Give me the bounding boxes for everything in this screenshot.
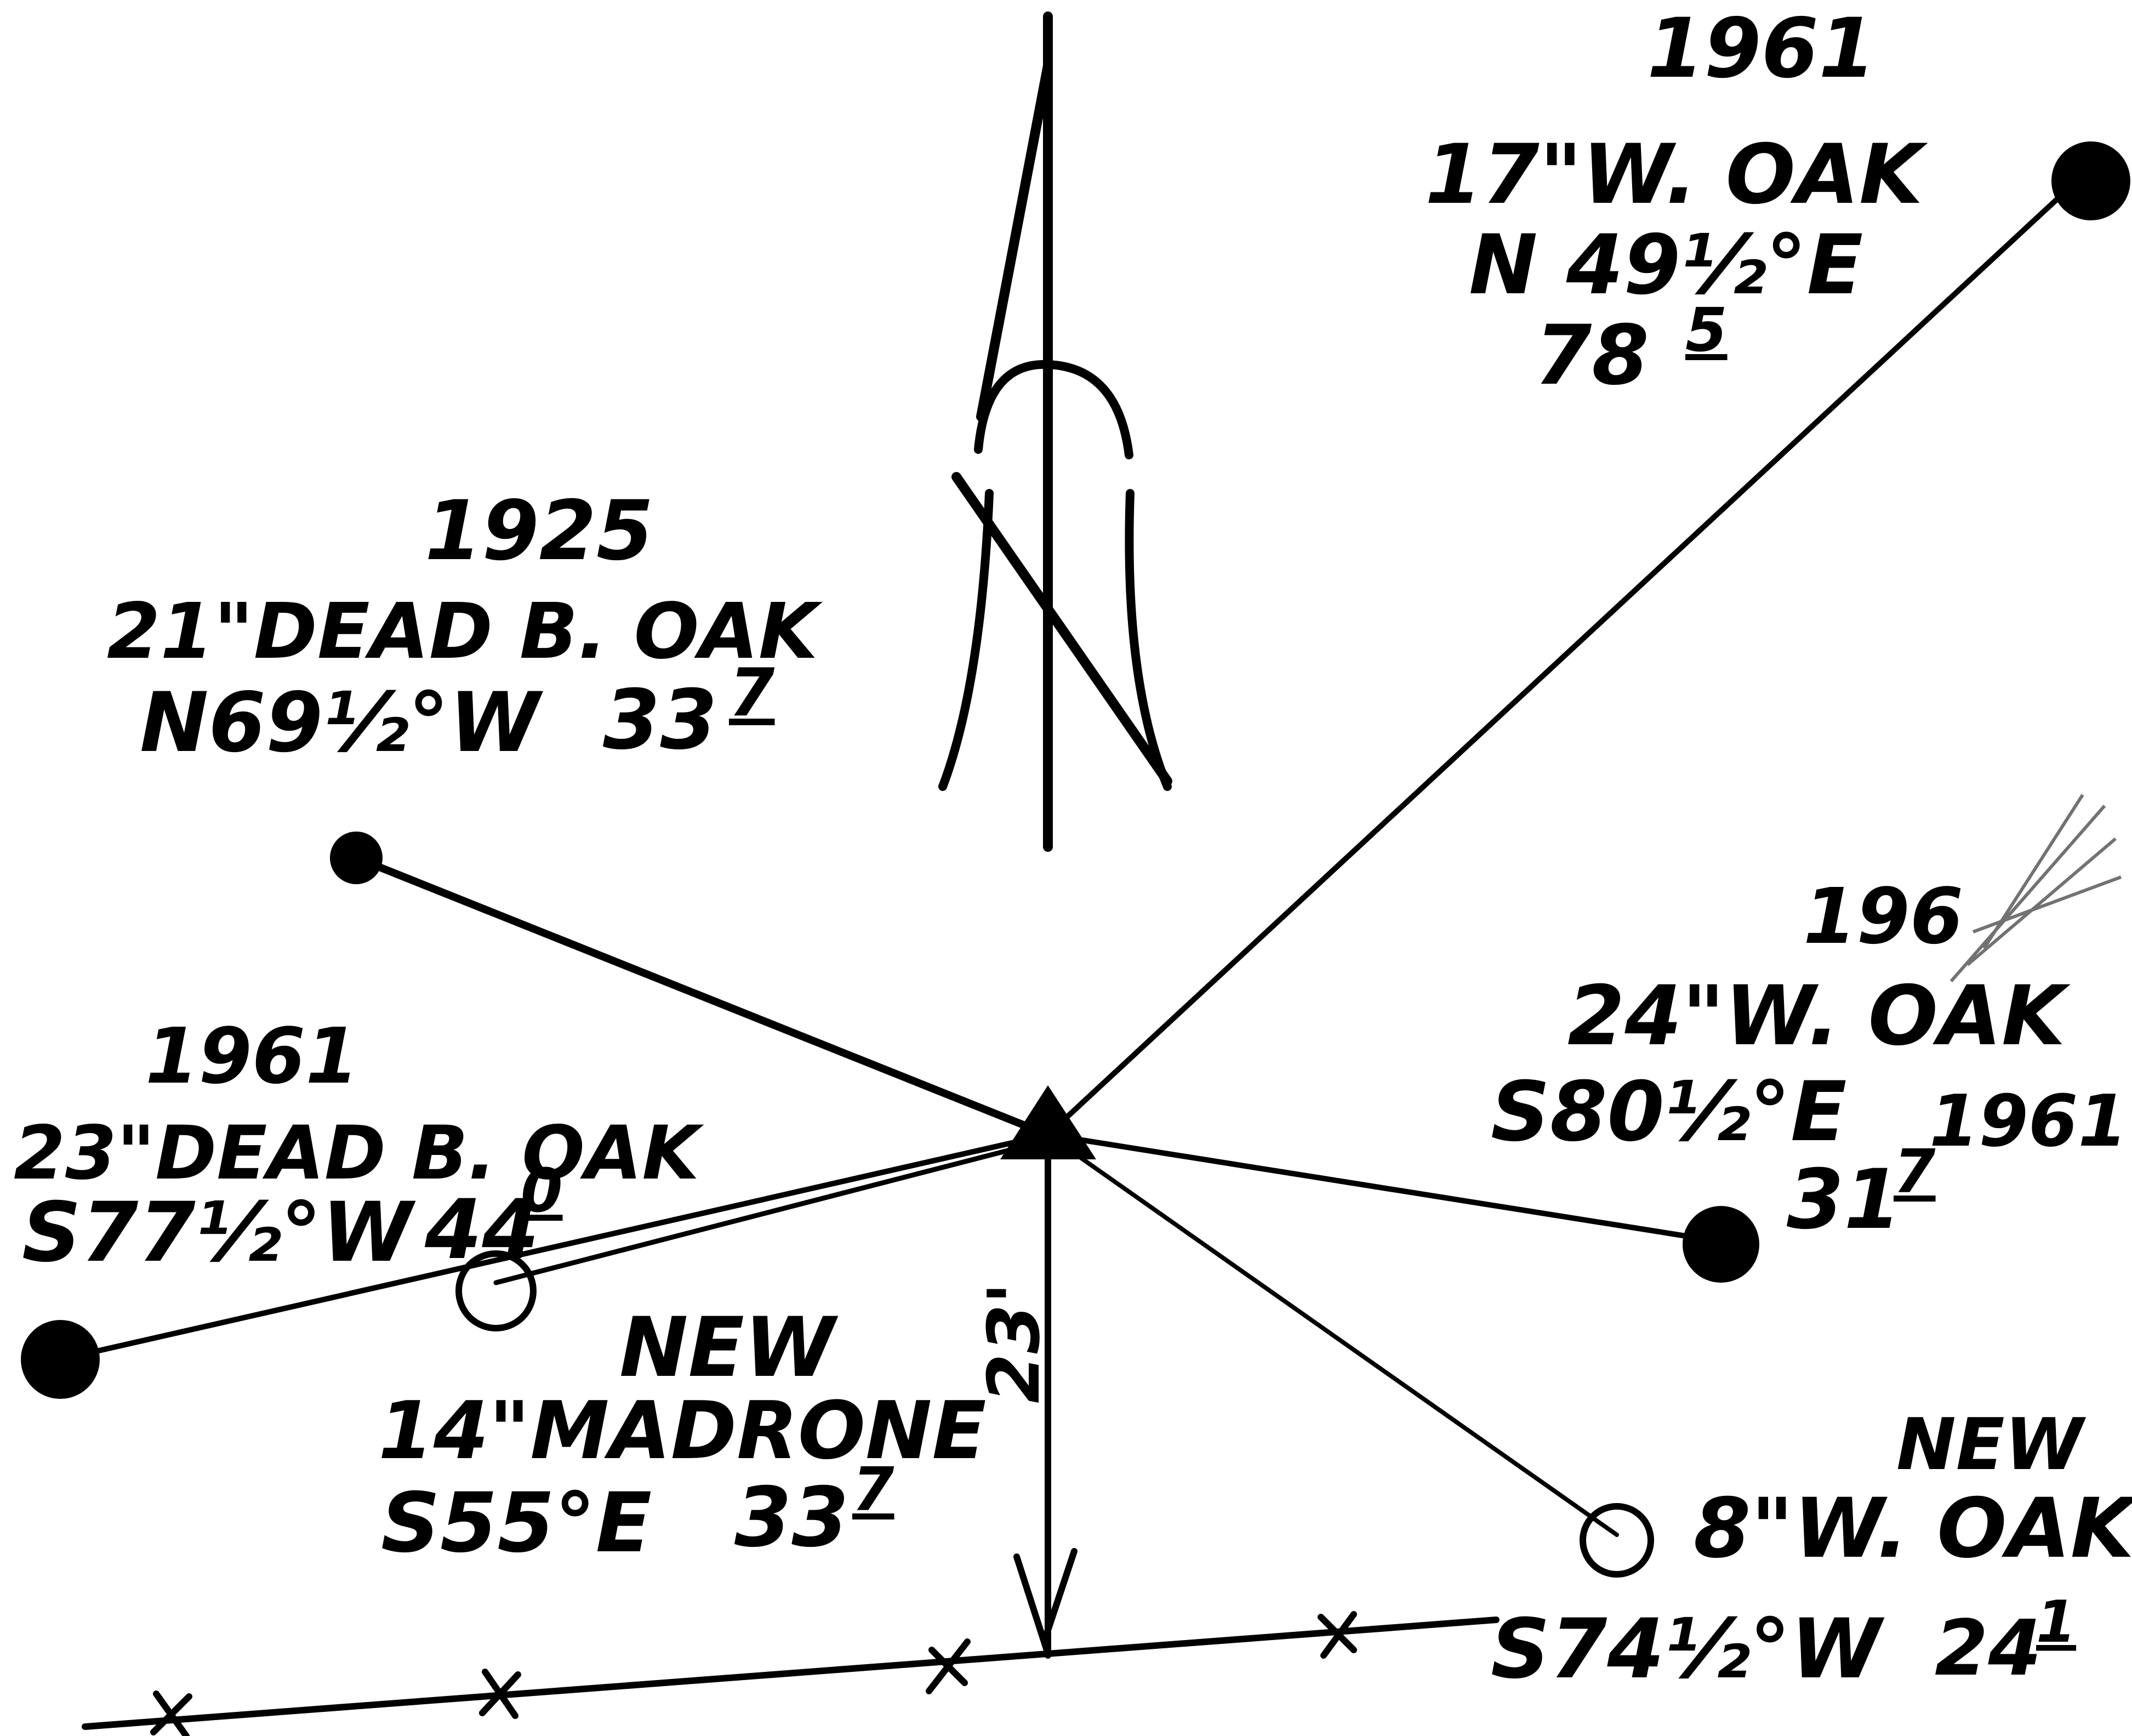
distance-superscript: 7 [729, 655, 775, 731]
year: 1961 [145, 1012, 359, 1101]
distance: 78 [1535, 308, 1649, 403]
distance-superscript: 0 [521, 1156, 563, 1226]
distance: 33 [734, 1470, 849, 1566]
bearing: N69½°W [140, 675, 544, 771]
bearing-lines [58, 173, 2085, 1659]
distance: 31 [1787, 1152, 1901, 1248]
bearing: S55°E [381, 1476, 652, 1571]
year: 1961 [1647, 1, 1876, 96]
bearing: N 49½°E [1469, 218, 1863, 313]
hollow-circle-icon [1580, 1503, 1654, 1578]
bearing-line-nw [352, 854, 1052, 1139]
filled-triangle-icon [1000, 1085, 1096, 1159]
distance-superscript: 7 [852, 1454, 894, 1524]
distance: 44 [424, 1182, 539, 1278]
hollow-circle-icon [455, 1250, 537, 1331]
bearing-line-ne [1045, 173, 2085, 1137]
bearing: S77½°W [22, 1185, 416, 1280]
filled-circle-icon [1683, 1206, 1759, 1283]
filled-circle-icon [2051, 141, 2130, 220]
distance-superscript: 7 [1894, 1136, 1936, 1206]
bearing-line-sw [58, 1132, 1051, 1362]
offset-arrowhead-icon [1013, 1548, 1078, 1653]
distance-superscript: 1 [2036, 1589, 2076, 1655]
distance-superscript: 5 [1685, 295, 1728, 365]
distance: 24 [1935, 1604, 2042, 1693]
status: NEW [1896, 1403, 2087, 1486]
status: NEW [619, 1300, 839, 1396]
description: 8"W. OAK [1694, 1481, 2132, 1576]
description: 14"MADRONE [378, 1385, 987, 1477]
year: 1925 [425, 483, 653, 579]
bearing-line-e [1045, 1132, 1724, 1244]
tree-label-new-oak: NEW 8"W. OAK S74½°W 24 1 [1491, 1403, 2132, 1697]
description: 17"W. OAK [1425, 127, 1928, 223]
fence-line [82, 1611, 1500, 1736]
tree-label-nw: 1925 21"DEAD B. OAK N69½°W 33 7 [107, 483, 823, 771]
tree-label-ne: 1961 17"W. OAK N 49½°E 78 5 [1425, 1, 1928, 403]
fence-x-icon [150, 1611, 1357, 1736]
description: 24"W. OAK [1567, 969, 2071, 1064]
tree-label-sw: 1961 23"DEAD B. OAK S77½°W 44 0 [14, 1012, 704, 1280]
extra-year: 1961 [1929, 1079, 2128, 1163]
filled-circle-icon [330, 832, 383, 884]
description: 23"DEAD B. OAK [14, 1110, 704, 1196]
tree-label-e: 196 24"W. OAK S80½°E 1961 31 7 [1491, 872, 2128, 1248]
distance: 33 [603, 673, 717, 768]
bearing-line-new-oak [1046, 1132, 1619, 1537]
north-arrow-icon [938, 12, 1172, 852]
bearing: S80½°E [1491, 1065, 1847, 1160]
filled-circle-icon [21, 1320, 100, 1399]
bearing: S74½°W [1491, 1602, 1885, 1697]
tree-label-new-madrone: NEW 14"MADRONE S55°E 33 7 [378, 1300, 987, 1571]
description: 21"DEAD B. OAK [107, 587, 823, 676]
ink-smudge [1949, 794, 2122, 982]
year: 196 [1803, 872, 1963, 961]
bearing-line-madrone [493, 1137, 1051, 1285]
offset-label: 23' [972, 1282, 1056, 1403]
